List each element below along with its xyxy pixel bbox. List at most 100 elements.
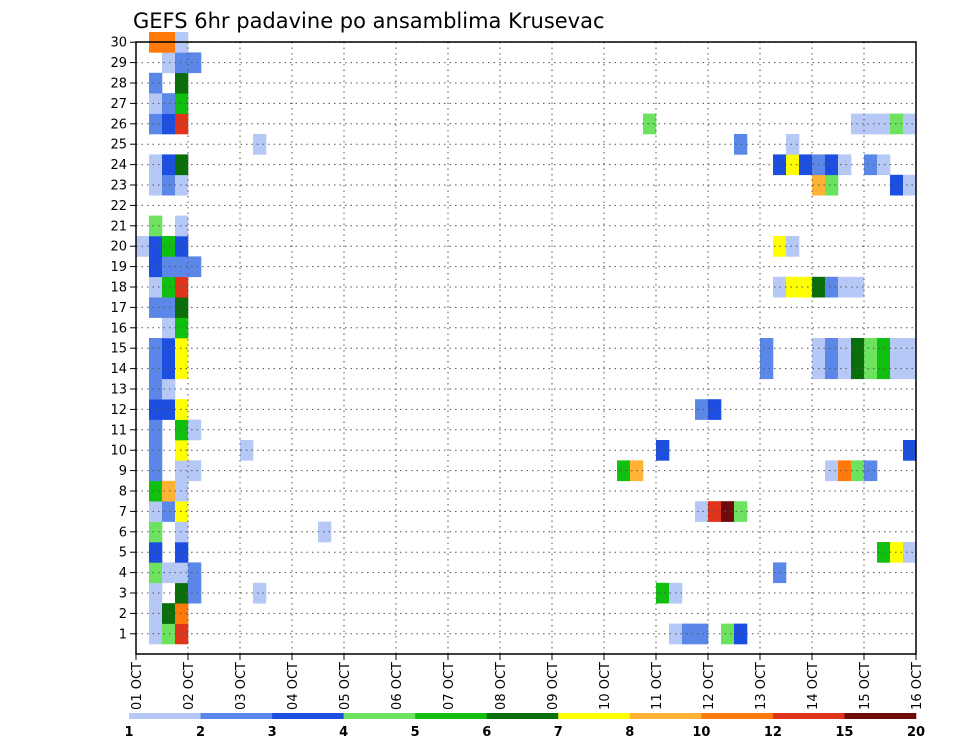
- heatmap-cell: [175, 419, 189, 441]
- heatmap-cell: [162, 399, 176, 420]
- heatmap-cell: [825, 358, 839, 380]
- heatmap-cell: [786, 236, 800, 257]
- heatmap-cell: [188, 419, 202, 441]
- x-tick-label: 09 OCT: [546, 662, 561, 710]
- heatmap-cell: [175, 521, 189, 543]
- heatmap-cell: [903, 338, 917, 359]
- heatmap-cell: [162, 256, 176, 278]
- heatmap-cell: [825, 276, 839, 298]
- heatmap-cell: [864, 460, 878, 482]
- heatmap-cell: [253, 134, 267, 155]
- heatmap-cell: [877, 154, 891, 176]
- y-tick-label: 3: [119, 587, 127, 602]
- y-tick-label: 27: [110, 97, 127, 112]
- heatmap-cell: [149, 582, 163, 604]
- heatmap-cell: [734, 134, 748, 155]
- y-tick-label: 14: [110, 362, 127, 377]
- x-tick-label: 07 OCT: [442, 662, 457, 710]
- heatmap-cell: [786, 276, 800, 298]
- heatmap-cell: [188, 52, 202, 74]
- heatmap-cell: [149, 501, 163, 522]
- heatmap-cell: [149, 378, 163, 400]
- heatmap-cell: [149, 419, 163, 441]
- heatmap-cell: [721, 623, 735, 645]
- heatmap-cell: [864, 338, 878, 359]
- heatmap-cell: [838, 154, 852, 176]
- y-tick-label: 23: [110, 179, 127, 194]
- heatmap-cell: [149, 256, 163, 278]
- heatmap-cell: [734, 623, 748, 645]
- y-tick-label: 7: [119, 505, 127, 520]
- y-tick-label: 13: [110, 383, 127, 398]
- heatmap-cell: [175, 603, 189, 624]
- heatmap-cell: [149, 603, 163, 624]
- heatmap-cell: [149, 480, 163, 502]
- heatmap-cell: [175, 256, 189, 278]
- heatmap-cell: [175, 154, 189, 176]
- heatmap-cell: [799, 276, 813, 298]
- heatmap-cell: [175, 317, 189, 339]
- heatmap-cell: [149, 399, 163, 420]
- heatmap-cell: [149, 236, 163, 257]
- heatmap-cell: [175, 276, 189, 298]
- heatmap-cell: [162, 338, 176, 359]
- y-tick-label: 12: [110, 403, 127, 418]
- heatmap-cell: [695, 501, 709, 522]
- heatmap-cell: [877, 358, 891, 380]
- heatmap-cell: [786, 154, 800, 176]
- heatmap-cell: [149, 562, 163, 584]
- heatmap-cell: [149, 113, 163, 135]
- heatmap-cell: [162, 562, 176, 584]
- y-tick-label: 19: [110, 260, 127, 275]
- x-tick-label: 06 OCT: [390, 662, 405, 710]
- y-tick-label: 28: [110, 77, 127, 92]
- heatmap-cell: [903, 174, 917, 196]
- heatmap-cell: [175, 358, 189, 380]
- heatmap-cell: [903, 542, 917, 563]
- y-tick-label: 16: [110, 321, 127, 336]
- x-tick-label: 11 OCT: [650, 662, 665, 710]
- x-tick-label: 04 OCT: [286, 662, 301, 710]
- legend-swatch: [272, 713, 344, 719]
- heatmap-cell: [175, 582, 189, 604]
- x-tick-label: 12 OCT: [702, 662, 717, 710]
- y-tick-label: 2: [119, 607, 127, 622]
- y-tick-label: 18: [110, 281, 127, 296]
- heatmap-cell: [617, 460, 631, 482]
- heatmap-cell: [890, 338, 904, 359]
- heatmap-cell: [695, 399, 709, 420]
- legend-swatch: [558, 713, 631, 719]
- y-tick-label: 30: [110, 36, 127, 51]
- x-axis-ticks: 01 OCT 02 OCT 03 OCT 04 OCT 05 OCT 06 OCT 07 O…: [130, 654, 925, 710]
- x-tick-label: 03 OCT: [234, 662, 249, 710]
- heatmap-cell: [825, 174, 839, 196]
- legend-label: 12: [764, 725, 782, 740]
- heatmap-cell: [877, 338, 891, 359]
- color-legend: 1 2 3 4 5 6 7 8 10 12 15 20: [124, 713, 925, 740]
- y-tick-label: 10: [110, 444, 127, 459]
- heatmap-cell: [838, 276, 852, 298]
- heatmap-cell: [877, 542, 891, 563]
- heatmap-cell: [825, 338, 839, 359]
- heatmap-cell: [149, 215, 163, 237]
- heatmap-cell: [175, 297, 189, 318]
- heatmap-cell: [175, 542, 189, 563]
- y-tick-label: 6: [119, 525, 127, 540]
- heatmap-cell: [162, 154, 176, 176]
- heatmap-cell: [175, 440, 189, 461]
- heatmap-cell: [162, 501, 176, 522]
- heatmap-cell: [864, 154, 878, 176]
- heatmap-cell: [162, 358, 176, 380]
- legend-swatch: [486, 713, 559, 719]
- legend-swatch: [844, 713, 917, 719]
- heatmap-cell: [162, 603, 176, 624]
- y-tick-label: 4: [119, 566, 127, 581]
- y-tick-label: 20: [110, 240, 127, 255]
- legend-swatch: [129, 713, 201, 719]
- legend-swatch: [343, 713, 416, 719]
- heatmap-cell: [175, 113, 189, 135]
- legend-swatch: [200, 713, 273, 719]
- legend-label: 2: [196, 725, 205, 740]
- heatmap-cell: [149, 72, 163, 94]
- x-tick-label: 14 OCT: [806, 662, 821, 710]
